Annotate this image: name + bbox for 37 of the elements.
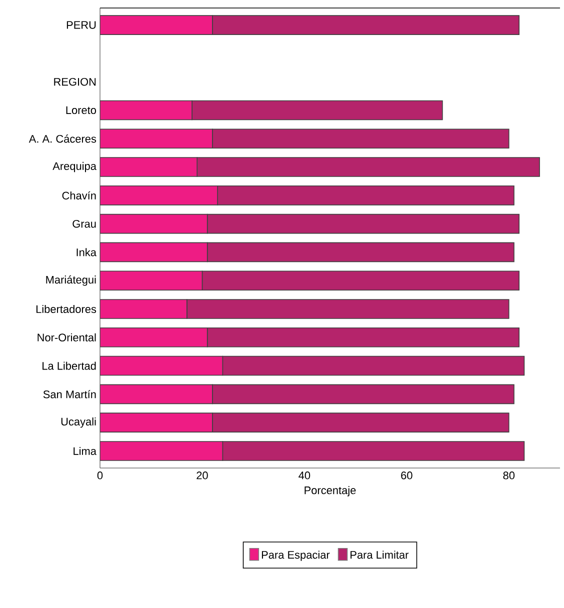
x-tick-label: 40 — [298, 472, 310, 480]
y-tick-label: PERU — [66, 21, 96, 29]
bar — [100, 327, 208, 348]
y-tick-label: Arequipa — [52, 162, 96, 172]
bar — [100, 270, 203, 290]
y-tick-label: Ucayali — [61, 417, 96, 428]
y-tick-label: A. A. Cáceres — [28, 134, 96, 143]
bar — [100, 15, 213, 35]
legend-label: Para Espaciar — [262, 550, 330, 561]
bar — [100, 157, 198, 177]
y-tick-label: Libertadores — [36, 304, 96, 314]
y-tick-label: Nor-Oriental — [38, 333, 96, 342]
bar — [100, 242, 208, 262]
bar — [100, 356, 224, 376]
bar — [100, 214, 208, 234]
bar — [100, 100, 192, 120]
bar — [100, 186, 218, 206]
y-tick-label: Lima — [74, 446, 96, 455]
bar — [100, 299, 188, 319]
x-axis-title: Porcentaje — [304, 486, 356, 496]
bar — [100, 384, 213, 404]
y-tick-label: San Martín — [43, 390, 96, 398]
x-tick-label: 60 — [401, 472, 412, 480]
bar — [100, 128, 213, 149]
bar — [100, 441, 224, 461]
x-tick-label: 0 — [97, 472, 103, 480]
x-tick-label: 80 — [503, 472, 515, 480]
bar — [100, 412, 213, 432]
y-tick-label: Loreto — [66, 106, 96, 114]
y-tick-label: REGION — [54, 78, 96, 86]
legend-label: Para Limitar — [350, 550, 409, 559]
x-tick-label: 20 — [196, 472, 208, 480]
y-tick-label: La Libertad — [42, 362, 96, 370]
y-tick-label: Grau — [72, 220, 96, 228]
y-tick-label: Inka — [76, 248, 96, 256]
y-tick-label: Mariátegui — [46, 275, 96, 286]
y-tick-label: Chavín — [62, 191, 96, 200]
